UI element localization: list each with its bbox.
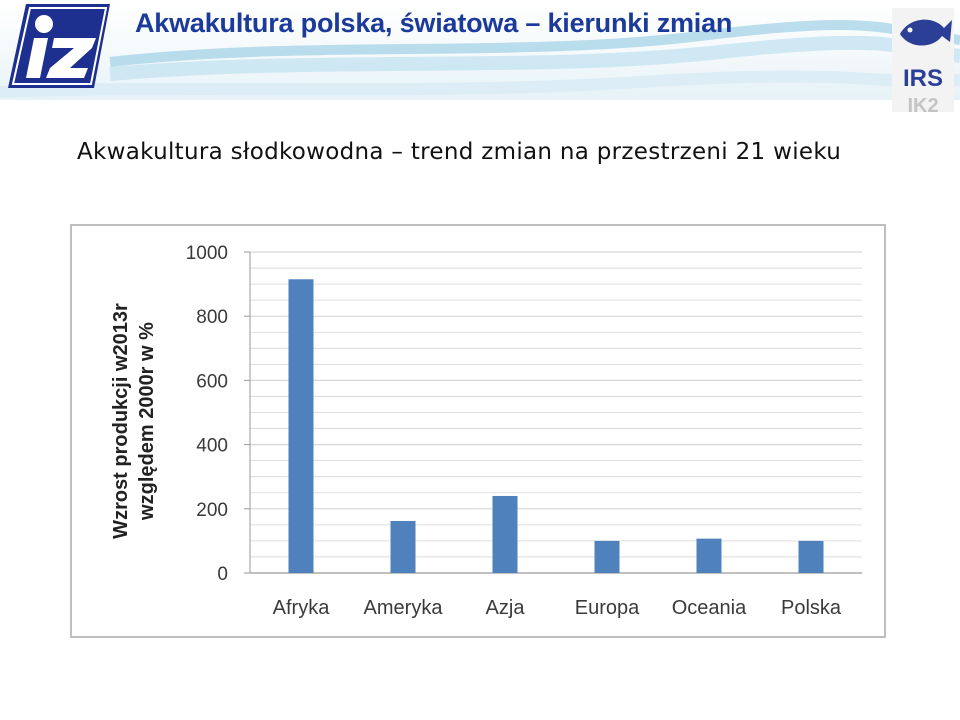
y-tick-label: 200 <box>196 500 228 521</box>
bar-chart: 0 200 400 600 800 1000 Afryka Ameryka Azja Europ… <box>110 243 862 619</box>
chart-bars <box>288 279 824 573</box>
x-category-label: Polska <box>781 597 842 619</box>
ik2-logo-text: IK2 <box>907 95 938 117</box>
chart-gridlines <box>249 251 862 574</box>
x-category-label: Ameryka <box>364 597 444 619</box>
y-axis-ticks: 0 200 400 600 800 1000 <box>186 243 250 585</box>
x-category-label: Oceania <box>672 597 747 619</box>
y-tick-label: 1000 <box>186 243 228 264</box>
bar-afryka <box>288 279 314 573</box>
y-tick-label: 800 <box>196 307 228 328</box>
x-axis-categories: Afryka Ameryka Azja Europa Oceania Polska <box>273 597 842 619</box>
chart-frame: 0 200 400 600 800 1000 Afryka Ameryka Azja Europ… <box>70 224 886 638</box>
slide-title: Akwakultura polska, światowa – kierunki … <box>135 8 733 38</box>
x-category-label: Afryka <box>273 597 331 619</box>
y-axis-title: Wzrost produkcji w2013r względem 2000r w… <box>110 303 158 539</box>
bar-oceania <box>696 538 722 573</box>
y-axis-title-line2: względem 2000r w % <box>136 322 158 521</box>
bar-europa <box>594 540 620 573</box>
iz-logo <box>4 2 112 90</box>
y-axis-title-line1: Wzrost produkcji w2013r <box>110 303 132 539</box>
x-category-label: Azja <box>486 597 526 619</box>
y-tick-label: 0 <box>217 564 228 585</box>
x-category-label: Europa <box>575 597 640 619</box>
irs-logo-text: IRS <box>903 65 943 92</box>
slide-subtitle: Akwakultura słodkowodna – trend zmian na… <box>77 139 842 165</box>
y-tick-label: 400 <box>196 436 228 457</box>
header-band <box>0 0 960 100</box>
bar-azja <box>492 495 518 573</box>
y-tick-label: 600 <box>196 371 228 392</box>
irs-logo: IRS IK2 <box>890 8 956 118</box>
bar-ameryka <box>390 520 416 573</box>
bar-polska <box>798 540 824 573</box>
